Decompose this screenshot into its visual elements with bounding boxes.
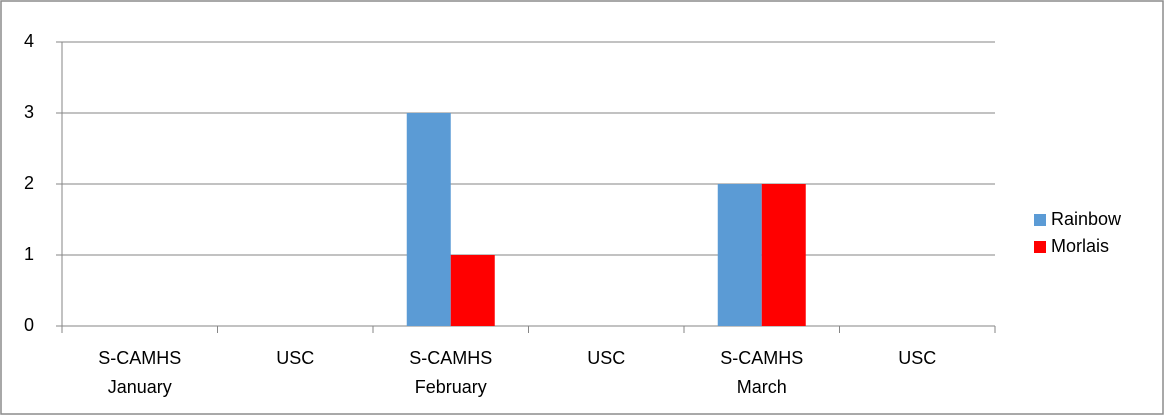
legend-label: Morlais <box>1051 236 1109 256</box>
x-tick-label: S-CAMHS <box>720 348 803 368</box>
bar <box>406 113 451 326</box>
x-tick-label: USC <box>898 348 936 368</box>
legend-swatch <box>1034 241 1046 253</box>
y-tick-label: 0 <box>24 315 34 335</box>
x-group-label: January <box>108 377 172 397</box>
y-tick-label: 4 <box>24 31 34 51</box>
bar <box>450 255 495 326</box>
legend-label: Rainbow <box>1051 209 1122 229</box>
x-tick-label: USC <box>276 348 314 368</box>
x-tick-label: S-CAMHS <box>98 348 181 368</box>
bar <box>717 184 762 326</box>
y-tick-label: 3 <box>24 102 34 122</box>
x-group-label: February <box>415 377 487 397</box>
y-tick-label: 2 <box>24 173 34 193</box>
x-tick-label: S-CAMHS <box>409 348 492 368</box>
legend-swatch <box>1034 214 1046 226</box>
y-tick-label: 1 <box>24 244 34 264</box>
x-tick-label: USC <box>587 348 625 368</box>
bar <box>761 184 806 326</box>
x-group-label: March <box>737 377 787 397</box>
